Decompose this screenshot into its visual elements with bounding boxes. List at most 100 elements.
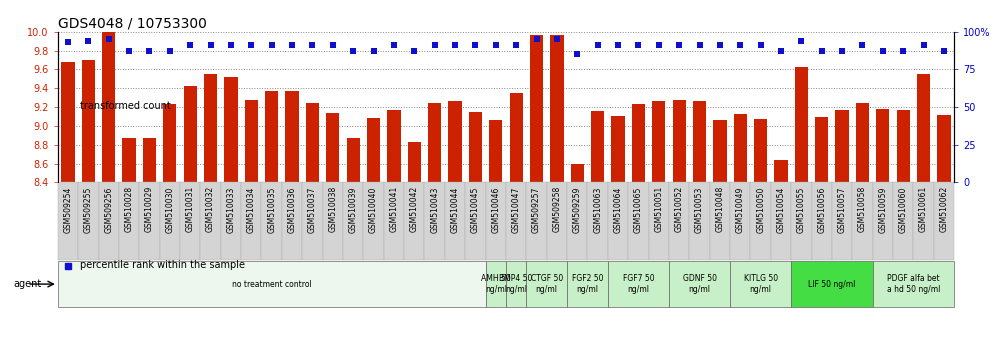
Text: agent: agent — [13, 279, 41, 289]
Text: GSM510056: GSM510056 — [818, 186, 827, 233]
FancyBboxPatch shape — [445, 182, 465, 260]
FancyBboxPatch shape — [730, 261, 791, 307]
Point — [508, 42, 524, 48]
Bar — [62, 62, 75, 182]
Point — [874, 48, 890, 54]
Point — [386, 42, 402, 48]
Point — [488, 42, 504, 48]
FancyBboxPatch shape — [364, 182, 383, 260]
Text: GSM510035: GSM510035 — [267, 186, 276, 233]
Point — [915, 42, 931, 48]
FancyBboxPatch shape — [262, 182, 282, 260]
Point — [264, 42, 280, 48]
FancyBboxPatch shape — [58, 261, 486, 307]
Point — [936, 48, 952, 54]
Bar — [387, 110, 400, 182]
Point — [60, 40, 76, 45]
FancyBboxPatch shape — [567, 261, 608, 307]
Bar — [672, 99, 686, 182]
Text: GSM510065: GSM510065 — [633, 186, 642, 233]
FancyBboxPatch shape — [547, 182, 567, 260]
FancyBboxPatch shape — [913, 182, 934, 260]
Text: GSM510062: GSM510062 — [939, 186, 948, 233]
Bar — [123, 138, 135, 182]
FancyBboxPatch shape — [893, 182, 913, 260]
Point — [814, 48, 830, 54]
FancyBboxPatch shape — [853, 182, 872, 260]
Bar — [550, 35, 564, 182]
FancyBboxPatch shape — [669, 261, 730, 307]
FancyBboxPatch shape — [872, 261, 954, 307]
FancyBboxPatch shape — [404, 182, 424, 260]
Text: GDNF 50
ng/ml: GDNF 50 ng/ml — [682, 274, 716, 294]
Point — [101, 36, 117, 42]
Text: GSM510031: GSM510031 — [185, 186, 194, 233]
Bar — [265, 91, 278, 182]
Text: GSM510041: GSM510041 — [389, 186, 398, 233]
Bar — [510, 93, 523, 182]
Point — [794, 38, 810, 44]
Point — [630, 42, 646, 48]
Text: GSM510055: GSM510055 — [797, 186, 806, 233]
Text: GSM510028: GSM510028 — [124, 186, 133, 232]
FancyBboxPatch shape — [526, 182, 547, 260]
FancyBboxPatch shape — [486, 182, 506, 260]
Text: BMP4 50
ng/ml: BMP4 50 ng/ml — [499, 274, 533, 294]
Bar — [774, 160, 788, 182]
Bar — [142, 138, 156, 182]
FancyBboxPatch shape — [710, 182, 730, 260]
Point — [305, 42, 321, 48]
Point — [529, 36, 545, 42]
Text: GSM510060: GSM510060 — [898, 186, 907, 233]
Point — [691, 42, 707, 48]
Bar — [469, 112, 482, 182]
Point — [122, 48, 137, 54]
Point — [284, 42, 300, 48]
Point — [712, 42, 728, 48]
Bar — [224, 77, 238, 182]
FancyBboxPatch shape — [628, 182, 648, 260]
Text: GSM510057: GSM510057 — [838, 186, 847, 233]
Point — [406, 48, 422, 54]
Text: GSM510063: GSM510063 — [594, 186, 603, 233]
Text: FGF7 50
ng/ml: FGF7 50 ng/ml — [622, 274, 654, 294]
Bar — [183, 86, 197, 182]
Point — [467, 42, 483, 48]
Point — [732, 42, 748, 48]
Bar — [489, 120, 502, 182]
Text: GSM510058: GSM510058 — [858, 186, 867, 233]
Point — [835, 48, 851, 54]
Point — [366, 48, 381, 54]
FancyBboxPatch shape — [730, 182, 750, 260]
Text: GSM510047: GSM510047 — [512, 186, 521, 233]
Text: LIF 50 ng/ml: LIF 50 ng/ml — [808, 280, 856, 289]
FancyBboxPatch shape — [99, 182, 119, 260]
FancyBboxPatch shape — [812, 182, 832, 260]
Point — [325, 42, 341, 48]
Bar — [286, 91, 299, 182]
Bar — [815, 118, 829, 182]
FancyBboxPatch shape — [58, 182, 78, 260]
Bar — [102, 32, 116, 182]
Text: GSM510032: GSM510032 — [206, 186, 215, 233]
Bar — [407, 142, 421, 182]
Bar — [571, 165, 584, 182]
Text: GSM510061: GSM510061 — [919, 186, 928, 233]
FancyBboxPatch shape — [567, 182, 588, 260]
Bar — [713, 120, 726, 182]
Bar — [876, 109, 889, 182]
Point — [671, 42, 687, 48]
Bar — [367, 118, 380, 182]
Bar — [795, 67, 808, 182]
Text: GSM510053: GSM510053 — [695, 186, 704, 233]
FancyBboxPatch shape — [526, 261, 567, 307]
FancyBboxPatch shape — [506, 261, 526, 307]
Text: GSM510030: GSM510030 — [165, 186, 174, 233]
Point — [773, 48, 789, 54]
Bar — [652, 101, 665, 182]
FancyBboxPatch shape — [588, 182, 608, 260]
FancyBboxPatch shape — [791, 261, 872, 307]
Point — [855, 42, 871, 48]
FancyBboxPatch shape — [221, 182, 241, 260]
Text: GSM509258: GSM509258 — [553, 186, 562, 233]
